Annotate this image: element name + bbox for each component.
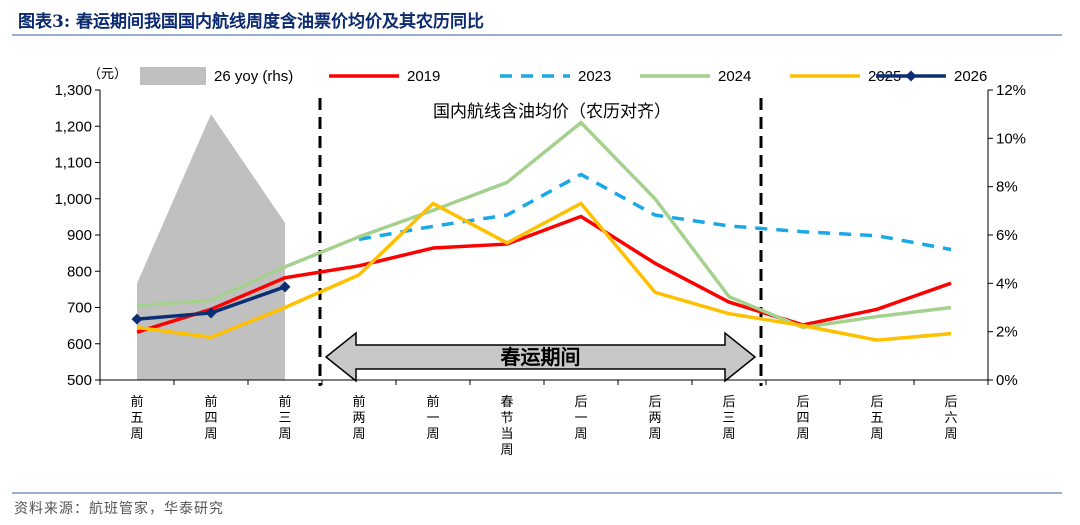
x-tick-label: 后 [648,395,661,410]
series-line-2024 [136,120,952,330]
y-tick-label: 900 [67,227,92,244]
y2-tick-label: 12% [996,82,1026,99]
x-tick-label: 周 [278,427,291,442]
legend-label-2019: 2019 [407,68,440,85]
x-tick-label: 节 [500,411,513,426]
x-tick-label: 周 [426,427,439,442]
series-point-2026 [205,307,217,319]
x-tick-label: 三 [722,411,735,426]
y-tick-label: 800 [67,263,92,280]
y-tick-label: 1,000 [54,191,92,208]
y-tick-label: 1,100 [54,155,92,172]
title-bar: 图表3: 春运期间我国国内航线周度含油票价均价及其农历同比 [0,0,1064,36]
x-tick-label: 五 [870,411,883,426]
legend-label-26-yoy: 26 yoy (rhs) [214,68,293,85]
figure-title: 图表3: 春运期间我国国内航线周度含油票价均价及其农历同比 [18,12,485,32]
series-point-2026 [279,281,291,293]
x-tick-label: 后 [722,395,735,410]
x-tick-label: 后 [574,395,587,410]
legend-swatch-26-yoy [140,67,206,85]
chart-inner-title: 国内航线含油均价（农历对齐） [433,102,671,122]
ticks-layer: 500 600 700 800 900 1,000 1,100 1,200 1,300 0% 2% 4… [54,82,1026,458]
x-tick-label: 六 [944,411,957,426]
x-tick-label: 四 [796,411,809,426]
y-tick-label: 1,300 [54,82,92,99]
y2-tick-label: 0% [996,372,1018,389]
legend: 26 yoy (rhs)20192023202420252026 [140,67,987,85]
x-tick-label: 前 [426,394,439,410]
series-line-2019 [136,214,952,334]
period-label: 春运期间 [500,345,581,369]
y-tick-label: 1,200 [54,118,92,135]
x-tick-label: 春 [500,395,513,410]
x-tick-label: 周 [944,427,957,442]
period-annotation-layer: 春运期间 [318,98,763,386]
x-tick-label: 一 [574,411,587,426]
y-tick-label: 700 [67,300,92,317]
x-tick-label: 周 [870,427,883,442]
legend-marker-2026 [905,70,917,82]
x-tick-label: 周 [574,427,587,442]
source-note: 资料来源：航班管家，华泰研究 [14,501,224,517]
x-tick-label: 后 [870,395,883,410]
area-26-yoy [137,114,285,381]
x-tick-label: 前 [278,394,291,410]
y2-tick-label: 8% [996,179,1018,196]
footer-divider [12,492,1062,494]
x-tick-label: 周 [130,427,143,442]
series-line-2023 [358,172,952,252]
y-tick-label: 500 [67,372,92,389]
series-lines-layer [131,120,952,342]
x-tick-label: 周 [722,427,735,442]
area-series-layer [137,114,285,381]
title-divider [12,34,1062,36]
x-tick-label: 当 [500,427,513,442]
y-axis-unit-label: （元） [88,67,127,82]
legend-label-2023: 2023 [578,68,611,85]
series-line-2025 [136,201,952,342]
x-tick-label: 后 [944,395,957,410]
x-tick-label: 前 [204,394,217,410]
x-tick-label: 周 [648,427,661,442]
x-tick-label: 三 [278,411,291,426]
y2-tick-label: 10% [996,130,1026,147]
x-tick-label: 周 [204,427,217,442]
y2-tick-label: 2% [996,324,1018,341]
x-tick-label: 两 [648,411,661,426]
y2-tick-label: 6% [996,227,1018,244]
chart: （元） 500 600 700 800 900 1,000 1,100 1,200 1,300 0… [54,67,1026,458]
legend-label-2024: 2024 [718,68,751,85]
series-point-2026 [131,313,143,325]
y2-tick-label: 4% [996,275,1018,292]
x-tick-label: 前 [130,394,143,410]
period-double-arrow [324,331,757,383]
x-tick-label: 周 [352,427,365,442]
x-tick-label: 周 [500,443,513,458]
x-tick-label: 后 [796,395,809,410]
x-tick-label: 四 [204,411,217,426]
x-tick-label: 周 [796,427,809,442]
y-tick-label: 600 [67,336,92,353]
x-tick-label: 两 [352,411,365,426]
x-tick-label: 一 [426,411,439,426]
legend-label-2026: 2026 [954,68,987,85]
x-tick-label: 前 [352,394,365,410]
x-tick-label: 五 [130,411,143,426]
